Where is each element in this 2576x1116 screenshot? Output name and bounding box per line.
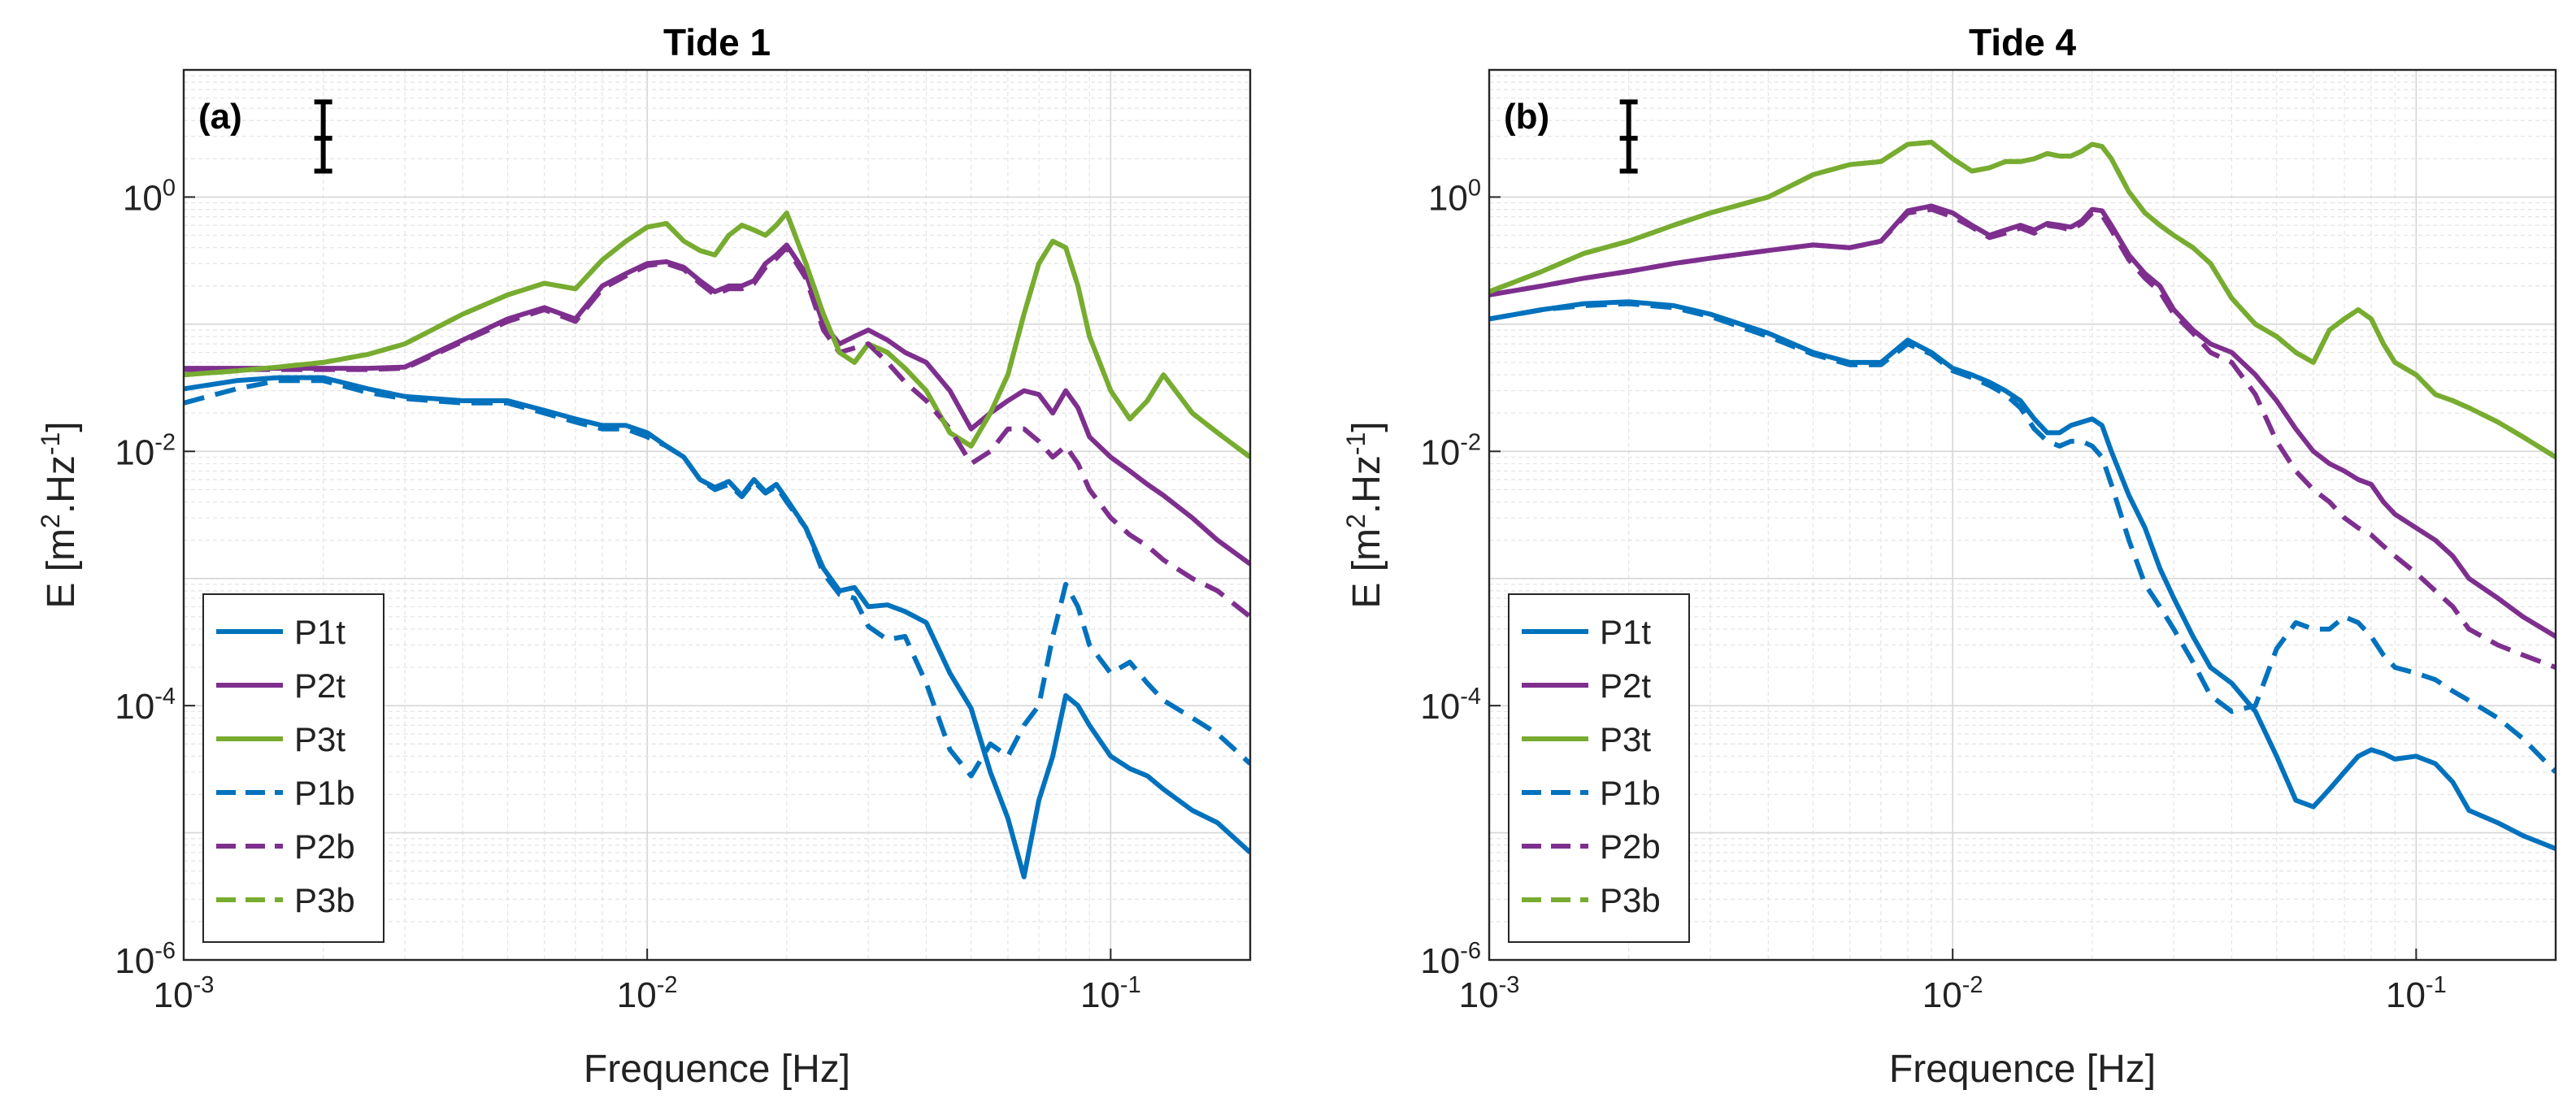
legend-label-p1t: P1t [1600,613,1651,651]
legend-label-p3b: P3b [294,881,355,919]
y-tick-exponent: 0 [1468,175,1481,201]
x-tick-label: 10-1 [2386,972,2447,1015]
series-line-p2b [1489,206,2556,670]
y-tick-label: 10-2 [1420,429,1481,472]
error-bar [314,99,332,174]
x-tick-base: 10 [154,975,193,1015]
y-tick-base: 10 [115,941,154,981]
y-axis-label: E [m2.Hz-1] [36,421,83,608]
panel-label: (a) [198,97,242,137]
y-tick-label: 10-4 [115,684,176,727]
error-bar [1619,99,1638,174]
y-tick-exponent: -4 [154,684,176,710]
axes-frame [182,68,1252,962]
y-tick-label: 100 [123,175,176,218]
series-group [184,211,1250,879]
series-group [1489,140,2556,851]
y-tick-base: 10 [1420,432,1460,472]
y-tick-exponent: -4 [1460,684,1481,710]
y-label-mid: .Hz [40,455,83,514]
y-label-sup: -1 [36,432,65,455]
series-line-p2b [184,245,1250,619]
y-tick-label: 10-6 [1420,938,1481,981]
legend-label-p2t: P2t [1600,667,1651,705]
x-tick-base: 10 [1459,975,1499,1015]
x-tick-exponent: -1 [2426,972,2447,998]
y-tick-base: 10 [1420,687,1460,727]
y-label-end: ] [40,421,83,432]
x-tick-exponent: -2 [1962,972,1983,998]
legend-label-p2t: P2t [294,667,345,705]
y-tick-base: 10 [123,178,163,218]
y-tick-exponent: -2 [1460,429,1481,455]
x-tick-exponent: -3 [193,972,215,998]
x-tick-label: 10-3 [1459,972,1520,1015]
x-tick-label: 10-1 [1080,972,1141,1015]
x-tick-label: 10-3 [154,972,215,1015]
legend-box [1508,593,1690,943]
y-tick-label: 10-2 [115,429,176,472]
y-tick-base: 10 [1420,941,1460,981]
legend-box [202,593,384,943]
legend-label-p1t: P1t [294,613,345,651]
x-tick-label: 10-2 [617,972,678,1015]
legend: P1t P2t P3t P1b P2b P3b [202,593,384,943]
legend: P1t P2t P3t P1b P2b P3b [1508,593,1690,943]
series-line-p1b [1489,301,2556,774]
x-tick-base: 10 [617,975,657,1015]
y-tick-label: 100 [1428,175,1481,218]
chart-title: Tide 4 [1969,21,2077,63]
legend-label-p1b: P1b [1600,774,1661,812]
x-axis-label: Frequence [Hz] [584,1048,850,1091]
series-line-p3b [184,211,1250,459]
axes-frame [1488,68,2557,962]
series-line-p3b [1489,140,2556,459]
x-axis-label: Frequence [Hz] [1889,1048,2156,1091]
x-tick-base: 10 [1080,975,1120,1015]
grid [183,69,1251,961]
legend-label-p2b: P2b [294,827,355,866]
y-tick-label: 10-4 [1420,684,1481,727]
y-tick-exponent: -6 [1460,938,1481,964]
x-tick-exponent: -2 [657,972,678,998]
y-label-base: E [m [40,528,83,609]
y-tick-base: 10 [1428,178,1468,218]
legend-label-p3t: P3t [1600,720,1651,758]
x-tick-base: 10 [1922,975,1962,1015]
series-line-p1b [184,378,1250,779]
legend-label-p3t: P3t [294,720,345,758]
y-tick-base: 10 [115,687,154,727]
y-tick-exponent: -6 [154,938,176,964]
panel-label: (b) [1504,97,1549,137]
y-tick-label: 10-6 [115,938,176,981]
y-tick-exponent: -2 [154,429,176,455]
x-tick-base: 10 [2386,975,2426,1015]
chart-title: Tide 1 [663,21,771,63]
y-tick-base: 10 [115,432,154,472]
y-axis-label: E [m2.Hz-1] [1341,421,1388,608]
legend-label-p2b: P2b [1600,827,1661,866]
y-label-mid: .Hz [1345,455,1388,514]
y-label-sup: 2 [36,514,65,528]
y-tick-exponent: 0 [163,175,176,201]
y-label-base: E [m [1345,528,1388,609]
y-label-end: ] [1345,421,1388,432]
x-tick-exponent: -1 [1120,972,1141,998]
x-tick-label: 10-2 [1922,972,1983,1015]
x-tick-exponent: -3 [1499,972,1520,998]
legend-label-p3b: P3b [1600,881,1661,919]
y-label-sup: 2 [1341,514,1371,528]
y-label-sup: -1 [1341,432,1371,455]
legend-label-p1b: P1b [294,774,355,812]
